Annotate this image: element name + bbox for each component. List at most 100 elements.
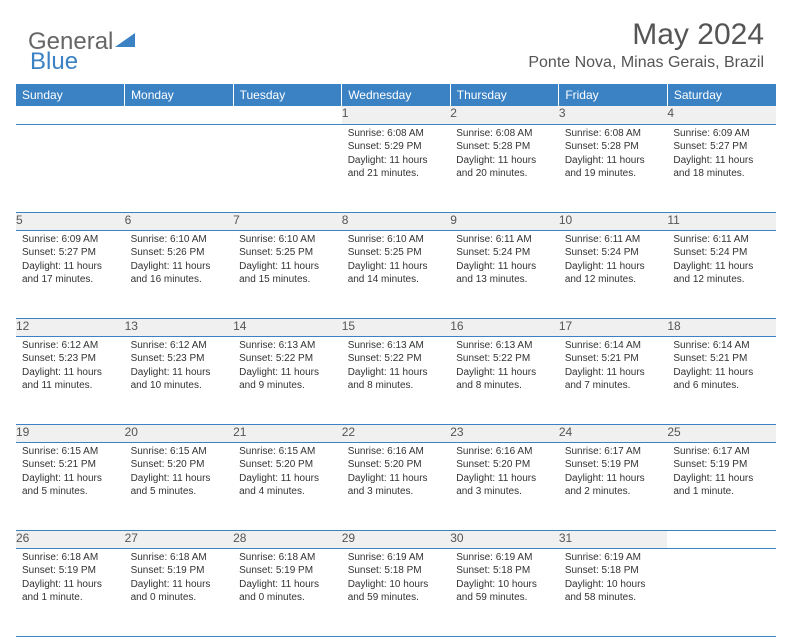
title-block: May 2024 Ponte Nova, Minas Gerais, Brazi…: [528, 18, 764, 72]
day-cell: Sunrise: 6:08 AMSunset: 5:28 PMDaylight:…: [559, 124, 668, 212]
day-number-cell: 13: [125, 318, 234, 336]
day-details: Sunrise: 6:13 AMSunset: 5:22 PMDaylight:…: [342, 337, 451, 397]
day-number-cell: 18: [667, 318, 776, 336]
day-number-cell: 8: [342, 212, 451, 230]
day-cell: Sunrise: 6:09 AMSunset: 5:27 PMDaylight:…: [16, 230, 125, 318]
day-details: Sunrise: 6:08 AMSunset: 5:29 PMDaylight:…: [342, 125, 451, 185]
day-cell: Sunrise: 6:17 AMSunset: 5:19 PMDaylight:…: [559, 442, 668, 530]
day-number-row: 19202122232425: [16, 424, 776, 442]
day-number-cell: 26: [16, 530, 125, 548]
day-details: Sunrise: 6:18 AMSunset: 5:19 PMDaylight:…: [16, 549, 125, 609]
day-details: Sunrise: 6:18 AMSunset: 5:19 PMDaylight:…: [233, 549, 342, 609]
day-details: Sunrise: 6:10 AMSunset: 5:26 PMDaylight:…: [125, 231, 234, 291]
day-cell: Sunrise: 6:10 AMSunset: 5:25 PMDaylight:…: [342, 230, 451, 318]
day-details: Sunrise: 6:09 AMSunset: 5:27 PMDaylight:…: [16, 231, 125, 291]
logo-icon: [115, 28, 137, 56]
day-number-cell: [667, 530, 776, 548]
day-details: Sunrise: 6:11 AMSunset: 5:24 PMDaylight:…: [667, 231, 776, 291]
weekday-header: Thursday: [450, 84, 559, 106]
day-cell: Sunrise: 6:08 AMSunset: 5:28 PMDaylight:…: [450, 124, 559, 212]
day-details: Sunrise: 6:11 AMSunset: 5:24 PMDaylight:…: [450, 231, 559, 291]
day-details: Sunrise: 6:08 AMSunset: 5:28 PMDaylight:…: [450, 125, 559, 185]
day-number-cell: 20: [125, 424, 234, 442]
day-number-cell: 22: [342, 424, 451, 442]
day-details: Sunrise: 6:09 AMSunset: 5:27 PMDaylight:…: [667, 125, 776, 185]
day-details: Sunrise: 6:15 AMSunset: 5:20 PMDaylight:…: [125, 443, 234, 503]
day-number-cell: 21: [233, 424, 342, 442]
day-cell: Sunrise: 6:14 AMSunset: 5:21 PMDaylight:…: [559, 336, 668, 424]
day-cell: Sunrise: 6:11 AMSunset: 5:24 PMDaylight:…: [559, 230, 668, 318]
day-cell: [667, 548, 776, 636]
weekday-header: Sunday: [16, 84, 125, 106]
day-number-cell: 19: [16, 424, 125, 442]
day-number-row: 262728293031: [16, 530, 776, 548]
calendar-table: SundayMondayTuesdayWednesdayThursdayFrid…: [16, 84, 776, 637]
day-number-cell: 11: [667, 212, 776, 230]
day-number-cell: 2: [450, 106, 559, 124]
day-number-cell: 25: [667, 424, 776, 442]
day-number-cell: 10: [559, 212, 668, 230]
day-number-cell: 28: [233, 530, 342, 548]
day-cell: Sunrise: 6:19 AMSunset: 5:18 PMDaylight:…: [559, 548, 668, 636]
weekday-header: Wednesday: [342, 84, 451, 106]
day-number-cell: 15: [342, 318, 451, 336]
day-cell: [125, 124, 234, 212]
day-cell: Sunrise: 6:15 AMSunset: 5:20 PMDaylight:…: [125, 442, 234, 530]
day-number-cell: 9: [450, 212, 559, 230]
day-details: Sunrise: 6:17 AMSunset: 5:19 PMDaylight:…: [559, 443, 668, 503]
day-number-cell: 17: [559, 318, 668, 336]
day-details: Sunrise: 6:19 AMSunset: 5:18 PMDaylight:…: [559, 549, 668, 609]
location: Ponte Nova, Minas Gerais, Brazil: [528, 54, 764, 72]
day-details: Sunrise: 6:13 AMSunset: 5:22 PMDaylight:…: [450, 337, 559, 397]
day-content-row: Sunrise: 6:09 AMSunset: 5:27 PMDaylight:…: [16, 230, 776, 318]
day-cell: Sunrise: 6:15 AMSunset: 5:21 PMDaylight:…: [16, 442, 125, 530]
weekday-header: Friday: [559, 84, 668, 106]
weekday-header: Tuesday: [233, 84, 342, 106]
day-cell: Sunrise: 6:10 AMSunset: 5:25 PMDaylight:…: [233, 230, 342, 318]
day-details: Sunrise: 6:15 AMSunset: 5:21 PMDaylight:…: [16, 443, 125, 503]
day-number-cell: 12: [16, 318, 125, 336]
day-cell: Sunrise: 6:18 AMSunset: 5:19 PMDaylight:…: [233, 548, 342, 636]
day-number-row: 12131415161718: [16, 318, 776, 336]
day-number-cell: 27: [125, 530, 234, 548]
day-number-cell: 24: [559, 424, 668, 442]
day-cell: Sunrise: 6:11 AMSunset: 5:24 PMDaylight:…: [450, 230, 559, 318]
day-details: Sunrise: 6:15 AMSunset: 5:20 PMDaylight:…: [233, 443, 342, 503]
day-content-row: Sunrise: 6:08 AMSunset: 5:29 PMDaylight:…: [16, 124, 776, 212]
day-details: Sunrise: 6:19 AMSunset: 5:18 PMDaylight:…: [450, 549, 559, 609]
day-cell: Sunrise: 6:15 AMSunset: 5:20 PMDaylight:…: [233, 442, 342, 530]
day-content-row: Sunrise: 6:15 AMSunset: 5:21 PMDaylight:…: [16, 442, 776, 530]
header: General May 2024 Ponte Nova, Minas Gerai…: [0, 0, 792, 80]
day-number-cell: 29: [342, 530, 451, 548]
day-details: Sunrise: 6:19 AMSunset: 5:18 PMDaylight:…: [342, 549, 451, 609]
day-number-cell: [233, 106, 342, 124]
day-cell: Sunrise: 6:11 AMSunset: 5:24 PMDaylight:…: [667, 230, 776, 318]
day-details: Sunrise: 6:08 AMSunset: 5:28 PMDaylight:…: [559, 125, 668, 185]
day-cell: [16, 124, 125, 212]
day-details: Sunrise: 6:14 AMSunset: 5:21 PMDaylight:…: [667, 337, 776, 397]
day-number-cell: 4: [667, 106, 776, 124]
day-cell: Sunrise: 6:18 AMSunset: 5:19 PMDaylight:…: [125, 548, 234, 636]
day-cell: Sunrise: 6:19 AMSunset: 5:18 PMDaylight:…: [450, 548, 559, 636]
day-cell: Sunrise: 6:12 AMSunset: 5:23 PMDaylight:…: [16, 336, 125, 424]
day-cell: Sunrise: 6:19 AMSunset: 5:18 PMDaylight:…: [342, 548, 451, 636]
day-number-cell: [16, 106, 125, 124]
day-content-row: Sunrise: 6:12 AMSunset: 5:23 PMDaylight:…: [16, 336, 776, 424]
day-details: Sunrise: 6:13 AMSunset: 5:22 PMDaylight:…: [233, 337, 342, 397]
day-details: Sunrise: 6:16 AMSunset: 5:20 PMDaylight:…: [342, 443, 451, 503]
day-details: Sunrise: 6:17 AMSunset: 5:19 PMDaylight:…: [667, 443, 776, 503]
day-details: Sunrise: 6:16 AMSunset: 5:20 PMDaylight:…: [450, 443, 559, 503]
day-number-cell: [125, 106, 234, 124]
day-number-row: 567891011: [16, 212, 776, 230]
day-details: Sunrise: 6:11 AMSunset: 5:24 PMDaylight:…: [559, 231, 668, 291]
day-cell: Sunrise: 6:09 AMSunset: 5:27 PMDaylight:…: [667, 124, 776, 212]
day-details: Sunrise: 6:12 AMSunset: 5:23 PMDaylight:…: [125, 337, 234, 397]
day-details: Sunrise: 6:10 AMSunset: 5:25 PMDaylight:…: [233, 231, 342, 291]
day-number-cell: 1: [342, 106, 451, 124]
day-cell: Sunrise: 6:12 AMSunset: 5:23 PMDaylight:…: [125, 336, 234, 424]
day-cell: Sunrise: 6:17 AMSunset: 5:19 PMDaylight:…: [667, 442, 776, 530]
calendar-body: 1234Sunrise: 6:08 AMSunset: 5:29 PMDayli…: [16, 106, 776, 636]
day-number-cell: 6: [125, 212, 234, 230]
day-cell: [233, 124, 342, 212]
day-details: Sunrise: 6:14 AMSunset: 5:21 PMDaylight:…: [559, 337, 668, 397]
